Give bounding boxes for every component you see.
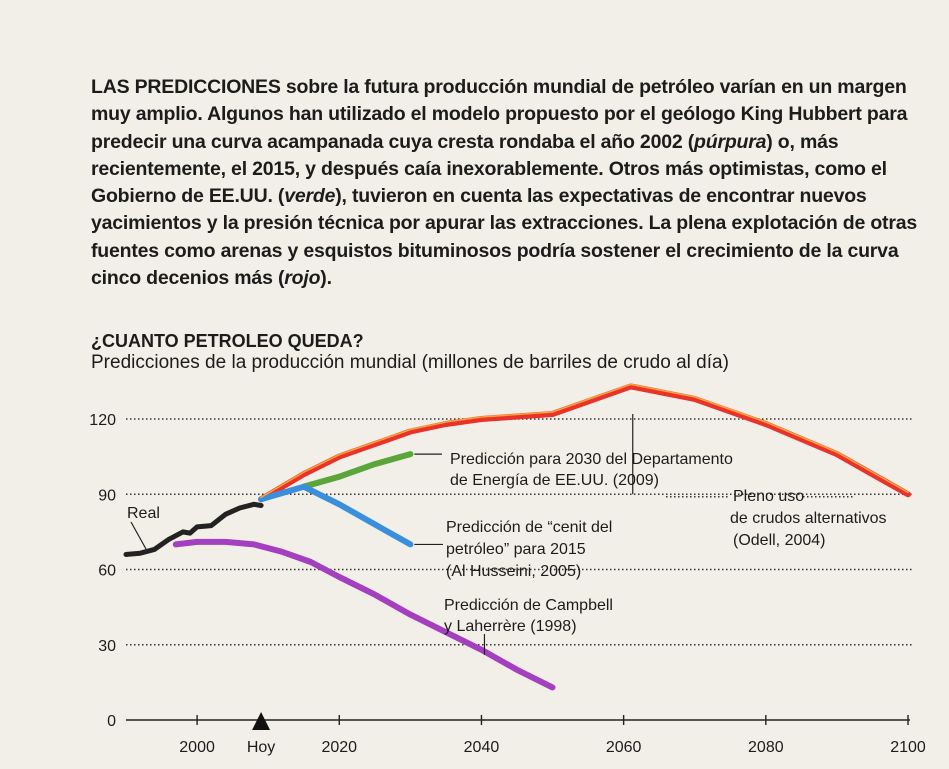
odell-label-line1: Pleno uso xyxy=(733,488,804,505)
x-tick-label: Hoy xyxy=(247,739,275,756)
x-tick-label: 2000 xyxy=(179,739,215,756)
odell-series-highlight xyxy=(260,383,909,499)
chart-subtitle: Predicciones de la producción mundial (m… xyxy=(91,352,729,373)
campbell-label-line1: Predicción de Campbell xyxy=(444,597,613,614)
y-tick-label: 120 xyxy=(89,412,116,429)
chart-title: ¿CUANTO PETROLEO QUEDA? xyxy=(91,331,364,351)
today-marker-icon xyxy=(252,712,271,730)
y-tick-label: 90 xyxy=(98,487,116,504)
husseini-label-line3: (Al Husseini, 2005) xyxy=(446,563,581,580)
husseini-series-line xyxy=(258,483,414,548)
intro-red: rojo xyxy=(284,267,321,290)
doe-series-line xyxy=(300,451,414,490)
campbell-series-line xyxy=(172,538,556,691)
intro-green: verde xyxy=(284,185,336,208)
x-tick-label: 2020 xyxy=(321,739,357,756)
intro-lead: LAS PREDICCIONES xyxy=(91,76,281,98)
x-tick-label: 2080 xyxy=(748,739,784,756)
intro-paragraph: LAS PREDICCIONES sobre la futura producc… xyxy=(91,74,921,292)
odell-series-line xyxy=(258,383,911,503)
x-tick-label: 2060 xyxy=(606,739,642,756)
odell-label-line3: (Odell, 2004) xyxy=(733,532,826,549)
real-series-line xyxy=(123,501,264,557)
odell-label-line2: de crudos alternativos xyxy=(730,510,887,527)
y-tick-label: 30 xyxy=(98,638,116,655)
intro-text-1: sobre la futura producción mundial de pe… xyxy=(91,76,908,153)
doe-label-line1: Predicción para 2030 del Departamento xyxy=(450,451,733,468)
husseini-label-line1: Predicción de “cenit del xyxy=(446,519,612,536)
y-tick-label: 60 xyxy=(98,563,116,580)
y-tick-label: 0 xyxy=(107,713,116,730)
x-tick-label: 2040 xyxy=(464,739,500,756)
intro-text-4: ). xyxy=(320,267,332,290)
intro-purple: púrpura xyxy=(694,130,767,153)
doe-label-line2: de Energía de EE.UU. (2009) xyxy=(450,472,659,489)
intro-text-3: ), tuvieron en cuenta las expectativas d… xyxy=(91,185,918,290)
real-label: Real xyxy=(127,505,160,522)
campbell-label-line2: y Laherrère (1998) xyxy=(444,618,577,635)
real-leader-line xyxy=(130,521,147,550)
husseini-label-line2: petróleo” para 2015 xyxy=(446,541,586,558)
intro-text-2: ) o, más recientemente, el 2015, y despu… xyxy=(91,130,887,208)
x-tick-label: 2100 xyxy=(890,739,926,756)
